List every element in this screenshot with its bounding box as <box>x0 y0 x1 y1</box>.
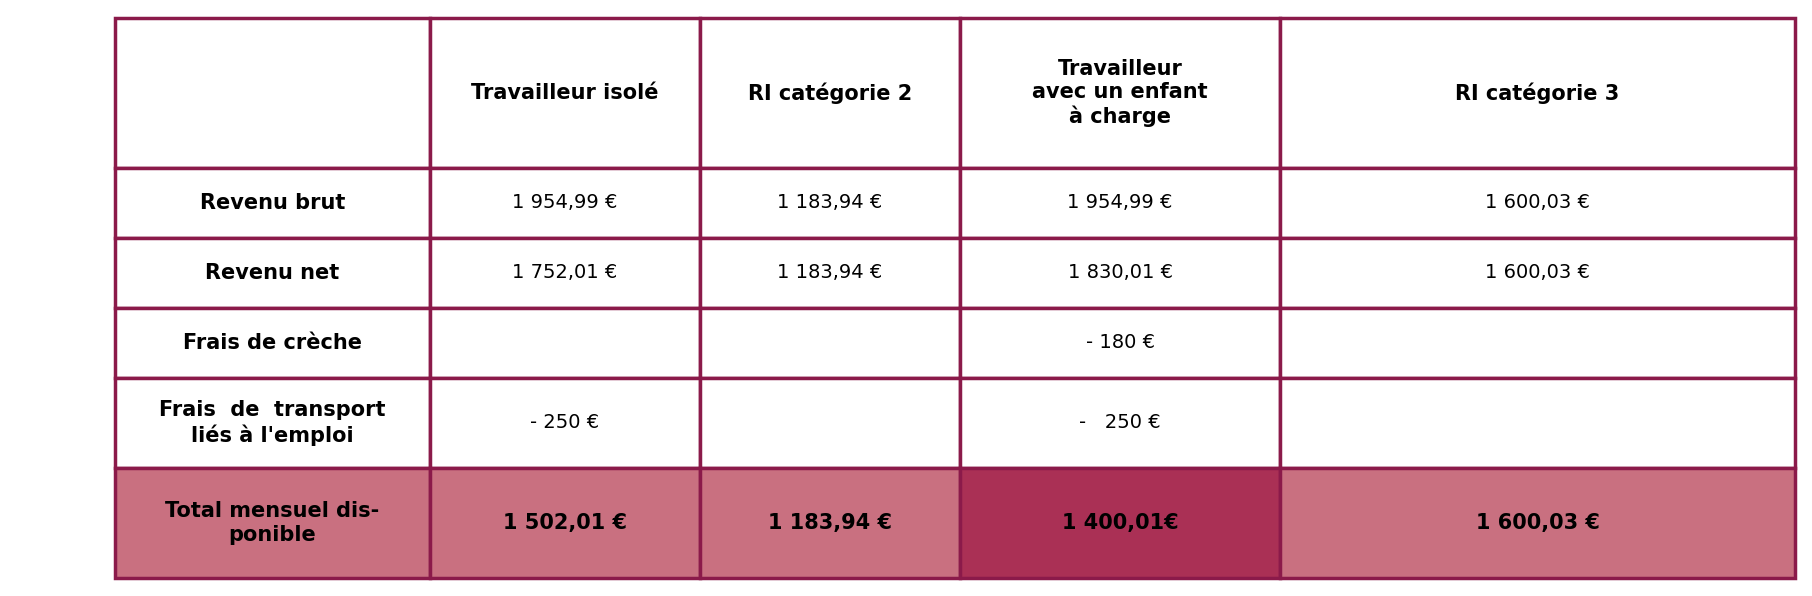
Bar <box>429 378 699 468</box>
Text: - 250 €: - 250 € <box>531 414 600 433</box>
Text: 1 183,94 €: 1 183,94 € <box>768 513 892 533</box>
Bar <box>114 238 429 308</box>
Bar <box>960 378 1279 468</box>
Bar <box>1279 468 1796 578</box>
Bar <box>114 18 429 168</box>
Bar <box>1279 168 1796 238</box>
Text: -   250 €: - 250 € <box>1080 414 1161 433</box>
Bar <box>699 378 960 468</box>
Text: 1 600,03 €: 1 600,03 € <box>1486 263 1589 283</box>
Bar <box>960 168 1279 238</box>
Bar <box>699 168 960 238</box>
Text: 1 830,01 €: 1 830,01 € <box>1067 263 1172 283</box>
Bar <box>699 468 960 578</box>
Text: Frais  de  transport
liés à l'emploi: Frais de transport liés à l'emploi <box>159 401 386 445</box>
Bar <box>960 238 1279 308</box>
Text: Frais de crèche: Frais de crèche <box>183 333 362 353</box>
Text: Travailleur
avec un enfant
à charge: Travailleur avec un enfant à charge <box>1033 59 1209 127</box>
Text: Travailleur isolé: Travailleur isolé <box>471 83 660 103</box>
Text: 1 600,03 €: 1 600,03 € <box>1475 513 1600 533</box>
Bar <box>114 378 429 468</box>
Bar <box>699 308 960 378</box>
Text: 1 600,03 €: 1 600,03 € <box>1486 194 1589 213</box>
Bar <box>114 308 429 378</box>
Bar <box>429 238 699 308</box>
Bar <box>429 468 699 578</box>
Bar <box>960 308 1279 378</box>
Text: 1 183,94 €: 1 183,94 € <box>777 194 882 213</box>
Bar <box>960 468 1279 578</box>
Bar <box>1279 378 1796 468</box>
Bar <box>960 18 1279 168</box>
Text: 1 183,94 €: 1 183,94 € <box>777 263 882 283</box>
Bar <box>429 308 699 378</box>
Text: 1 502,01 €: 1 502,01 € <box>504 513 627 533</box>
Bar <box>1279 308 1796 378</box>
Text: 1 752,01 €: 1 752,01 € <box>513 263 618 283</box>
Bar <box>1279 18 1796 168</box>
Text: 1 954,99 €: 1 954,99 € <box>1067 194 1172 213</box>
Text: Total mensuel dis-
ponible: Total mensuel dis- ponible <box>165 501 381 545</box>
Bar <box>699 18 960 168</box>
Text: Revenu brut: Revenu brut <box>199 193 346 213</box>
Bar <box>1279 238 1796 308</box>
Text: RI catégorie 3: RI catégorie 3 <box>1455 82 1620 104</box>
Bar <box>114 168 429 238</box>
Text: 1 954,99 €: 1 954,99 € <box>513 194 618 213</box>
Text: RI catégorie 2: RI catégorie 2 <box>748 82 911 104</box>
Text: 1 400,01€: 1 400,01€ <box>1062 513 1178 533</box>
Text: Revenu net: Revenu net <box>205 263 339 283</box>
Bar <box>699 238 960 308</box>
Bar <box>114 468 429 578</box>
Bar <box>429 18 699 168</box>
Bar <box>429 168 699 238</box>
Text: - 180 €: - 180 € <box>1085 334 1154 352</box>
